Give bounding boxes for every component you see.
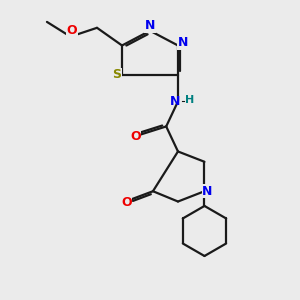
Text: O: O: [67, 24, 77, 37]
Text: H: H: [184, 95, 194, 105]
Text: O: O: [130, 130, 141, 143]
Text: S: S: [112, 68, 121, 81]
Text: N: N: [170, 95, 180, 108]
Text: N: N: [178, 36, 188, 49]
Text: N: N: [145, 19, 155, 32]
Text: N: N: [202, 185, 213, 198]
Text: O: O: [121, 196, 132, 209]
